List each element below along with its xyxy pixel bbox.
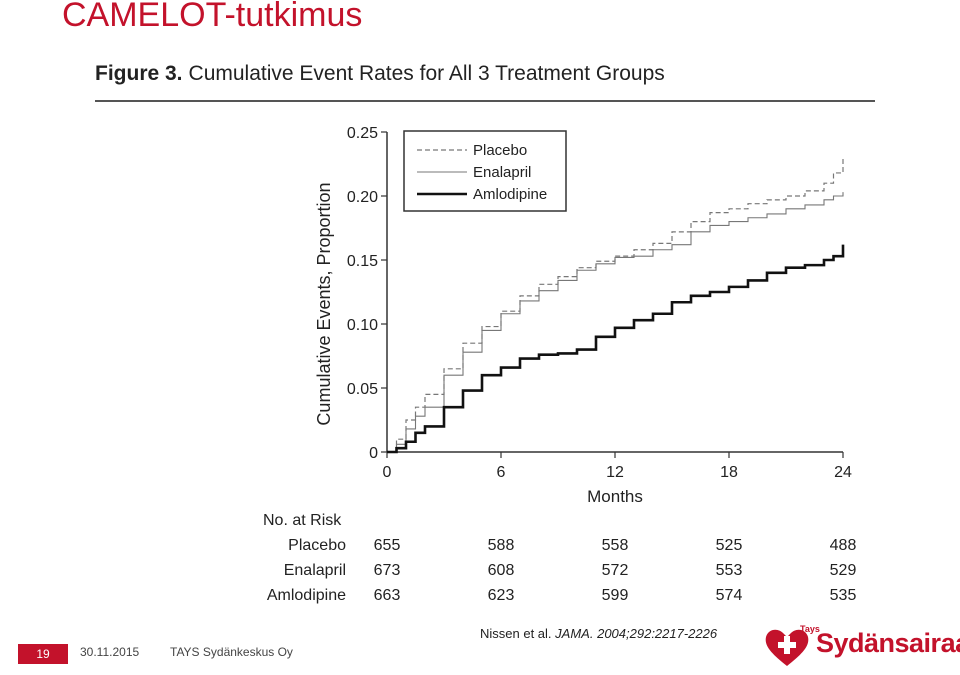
- logo-small-text: Tays: [800, 624, 820, 634]
- risk-heading: No. at Risk: [263, 512, 342, 529]
- risk-value: 663: [374, 587, 401, 604]
- legend-label-placebo: Placebo: [473, 142, 527, 159]
- x-tick-label: 18: [720, 464, 738, 481]
- slide-date: 30.11.2015: [80, 645, 140, 659]
- y-axis-label: Cumulative Events, Proportion: [314, 182, 334, 425]
- x-tick-label: 24: [834, 464, 852, 481]
- series-line-enalapril: [387, 192, 844, 453]
- sydansairaala-logo: Tays Sydänsairaala: [762, 624, 960, 670]
- risk-row-label: Amlodipine: [267, 587, 346, 604]
- risk-row-label: Placebo: [288, 537, 346, 554]
- y-tick-label: 0.20: [347, 189, 378, 206]
- figure-title-text: Cumulative Event Rates for All 3 Treatme…: [188, 62, 665, 85]
- citation-authors: Nissen et al.: [480, 626, 552, 641]
- risk-row-label: Enalapril: [284, 562, 346, 579]
- x-axis-label: Months: [587, 487, 643, 506]
- citation: Nissen et al. JAMA. 2004;292:2217-2226: [480, 626, 717, 641]
- citation-ref: 2004;292:2217-2226: [597, 626, 718, 641]
- number-at-risk-table: No. at Risk Placebo 655 588 558 525 488 Enalapr…: [263, 512, 856, 604]
- risk-value: 488: [830, 537, 857, 554]
- series-line-amlodipine: [387, 244, 845, 454]
- y-tick-label: 0: [369, 445, 378, 462]
- chart-series: [387, 157, 845, 454]
- risk-value: 572: [602, 562, 629, 579]
- risk-value: 608: [488, 562, 515, 579]
- risk-value: 673: [374, 562, 401, 579]
- y-tick-label: 0.15: [347, 253, 378, 270]
- legend-box: [403, 130, 567, 212]
- chart-axes: 0 0.05 0.10 0.15 0.20 0.25 0 6 12 18 24 Months Cumul…: [314, 125, 852, 506]
- risk-value: 558: [602, 537, 629, 554]
- event-rate-chart: 0 0.05 0.10 0.15 0.20 0.25 0 6 12 18 24 Months Cumul…: [263, 125, 856, 604]
- risk-value: 623: [488, 587, 515, 604]
- y-tick-label: 0.05: [347, 381, 378, 398]
- risk-value: 599: [602, 587, 629, 604]
- risk-value: 574: [716, 587, 743, 604]
- figure-divider: [95, 100, 875, 102]
- y-tick-label: 0.25: [347, 125, 378, 142]
- citation-journal: JAMA.: [555, 626, 594, 641]
- slide-organization: TAYS Sydänkeskus Oy: [170, 645, 293, 659]
- logo-text: Sydänsairaala: [816, 628, 960, 658]
- slide-title: CAMELOT-tutkimus: [62, 0, 363, 34]
- risk-value: 655: [374, 537, 401, 554]
- risk-value: 529: [830, 562, 857, 579]
- x-tick-label: 0: [383, 464, 392, 481]
- x-tick-label: 12: [606, 464, 624, 481]
- risk-value: 525: [716, 537, 743, 554]
- legend-label-amlodipine: Amlodipine: [473, 186, 547, 203]
- figure-label: Figure 3.: [95, 62, 183, 85]
- risk-value: 553: [716, 562, 743, 579]
- legend-label-enalapril: Enalapril: [473, 164, 531, 181]
- slide-number: 19: [18, 644, 68, 664]
- chart-legend: Placebo Enalapril Amlodipine: [403, 130, 567, 212]
- x-tick-label: 6: [497, 464, 506, 481]
- heart-cross-logo-icon: [765, 629, 809, 666]
- figure-title: Figure 3. Cumulative Event Rates for All …: [95, 62, 665, 86]
- risk-value: 535: [830, 587, 857, 604]
- risk-value: 588: [488, 537, 515, 554]
- y-tick-label: 0.10: [347, 317, 378, 334]
